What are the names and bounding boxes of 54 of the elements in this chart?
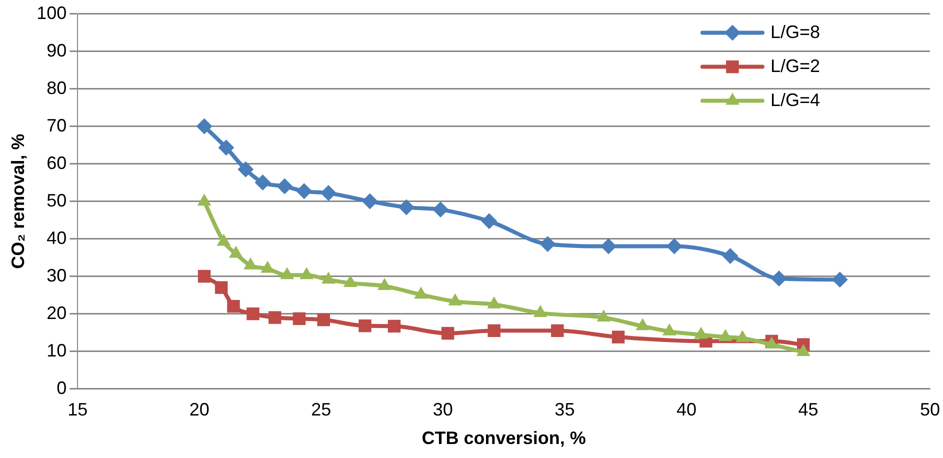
x-tick-label: 40 — [676, 400, 696, 420]
point — [540, 236, 556, 252]
point — [254, 174, 271, 191]
point — [246, 307, 260, 320]
point — [198, 270, 211, 283]
point — [317, 313, 330, 326]
y-tick-label: 50 — [46, 190, 67, 210]
point — [612, 330, 625, 344]
point — [320, 185, 336, 202]
y-tick-label: 10 — [46, 340, 67, 360]
point — [238, 161, 254, 178]
point — [358, 319, 372, 332]
y-tick-label: 100 — [36, 2, 67, 23]
point — [832, 272, 848, 288]
point — [488, 324, 500, 338]
point — [218, 140, 234, 156]
y-tick-label: 90 — [46, 40, 67, 60]
x-tick-label: 50 — [920, 400, 940, 420]
point — [296, 183, 312, 200]
point — [292, 312, 306, 326]
point — [276, 178, 293, 194]
point — [771, 270, 787, 287]
y-axis-title: CO₂ removal, % — [8, 134, 28, 269]
point — [722, 248, 738, 264]
legend-label: L/G=4 — [770, 90, 820, 110]
point — [551, 324, 564, 338]
y-tick-label: 20 — [46, 302, 67, 323]
x-tick-label: 35 — [554, 400, 575, 420]
point — [214, 281, 228, 294]
legend-label: L/G=8 — [770, 22, 820, 42]
y-tick-label: 30 — [46, 265, 67, 286]
point — [398, 199, 414, 216]
y-tick-label: 0 — [56, 378, 67, 398]
point — [666, 238, 682, 254]
point — [432, 202, 448, 218]
x-tick-label: 25 — [311, 400, 332, 420]
y-tick-label: 80 — [46, 78, 67, 98]
y-tick-label: 70 — [46, 115, 67, 136]
point — [196, 118, 212, 134]
x-tick-label: 20 — [189, 400, 210, 420]
point — [268, 311, 282, 324]
point — [227, 300, 240, 313]
point — [362, 193, 378, 210]
x-tick-label: 45 — [798, 400, 818, 420]
point — [441, 326, 454, 340]
legend-label: L/G=2 — [770, 56, 820, 76]
y-tick-label: 60 — [46, 152, 67, 173]
y-tick-label: 40 — [46, 228, 67, 248]
point — [600, 238, 617, 254]
point — [388, 320, 401, 333]
x-tick-label: 30 — [432, 400, 453, 420]
point — [481, 213, 498, 230]
x-axis-title: CTB conversion, % — [422, 428, 586, 448]
x-tick-label: 15 — [68, 400, 88, 420]
